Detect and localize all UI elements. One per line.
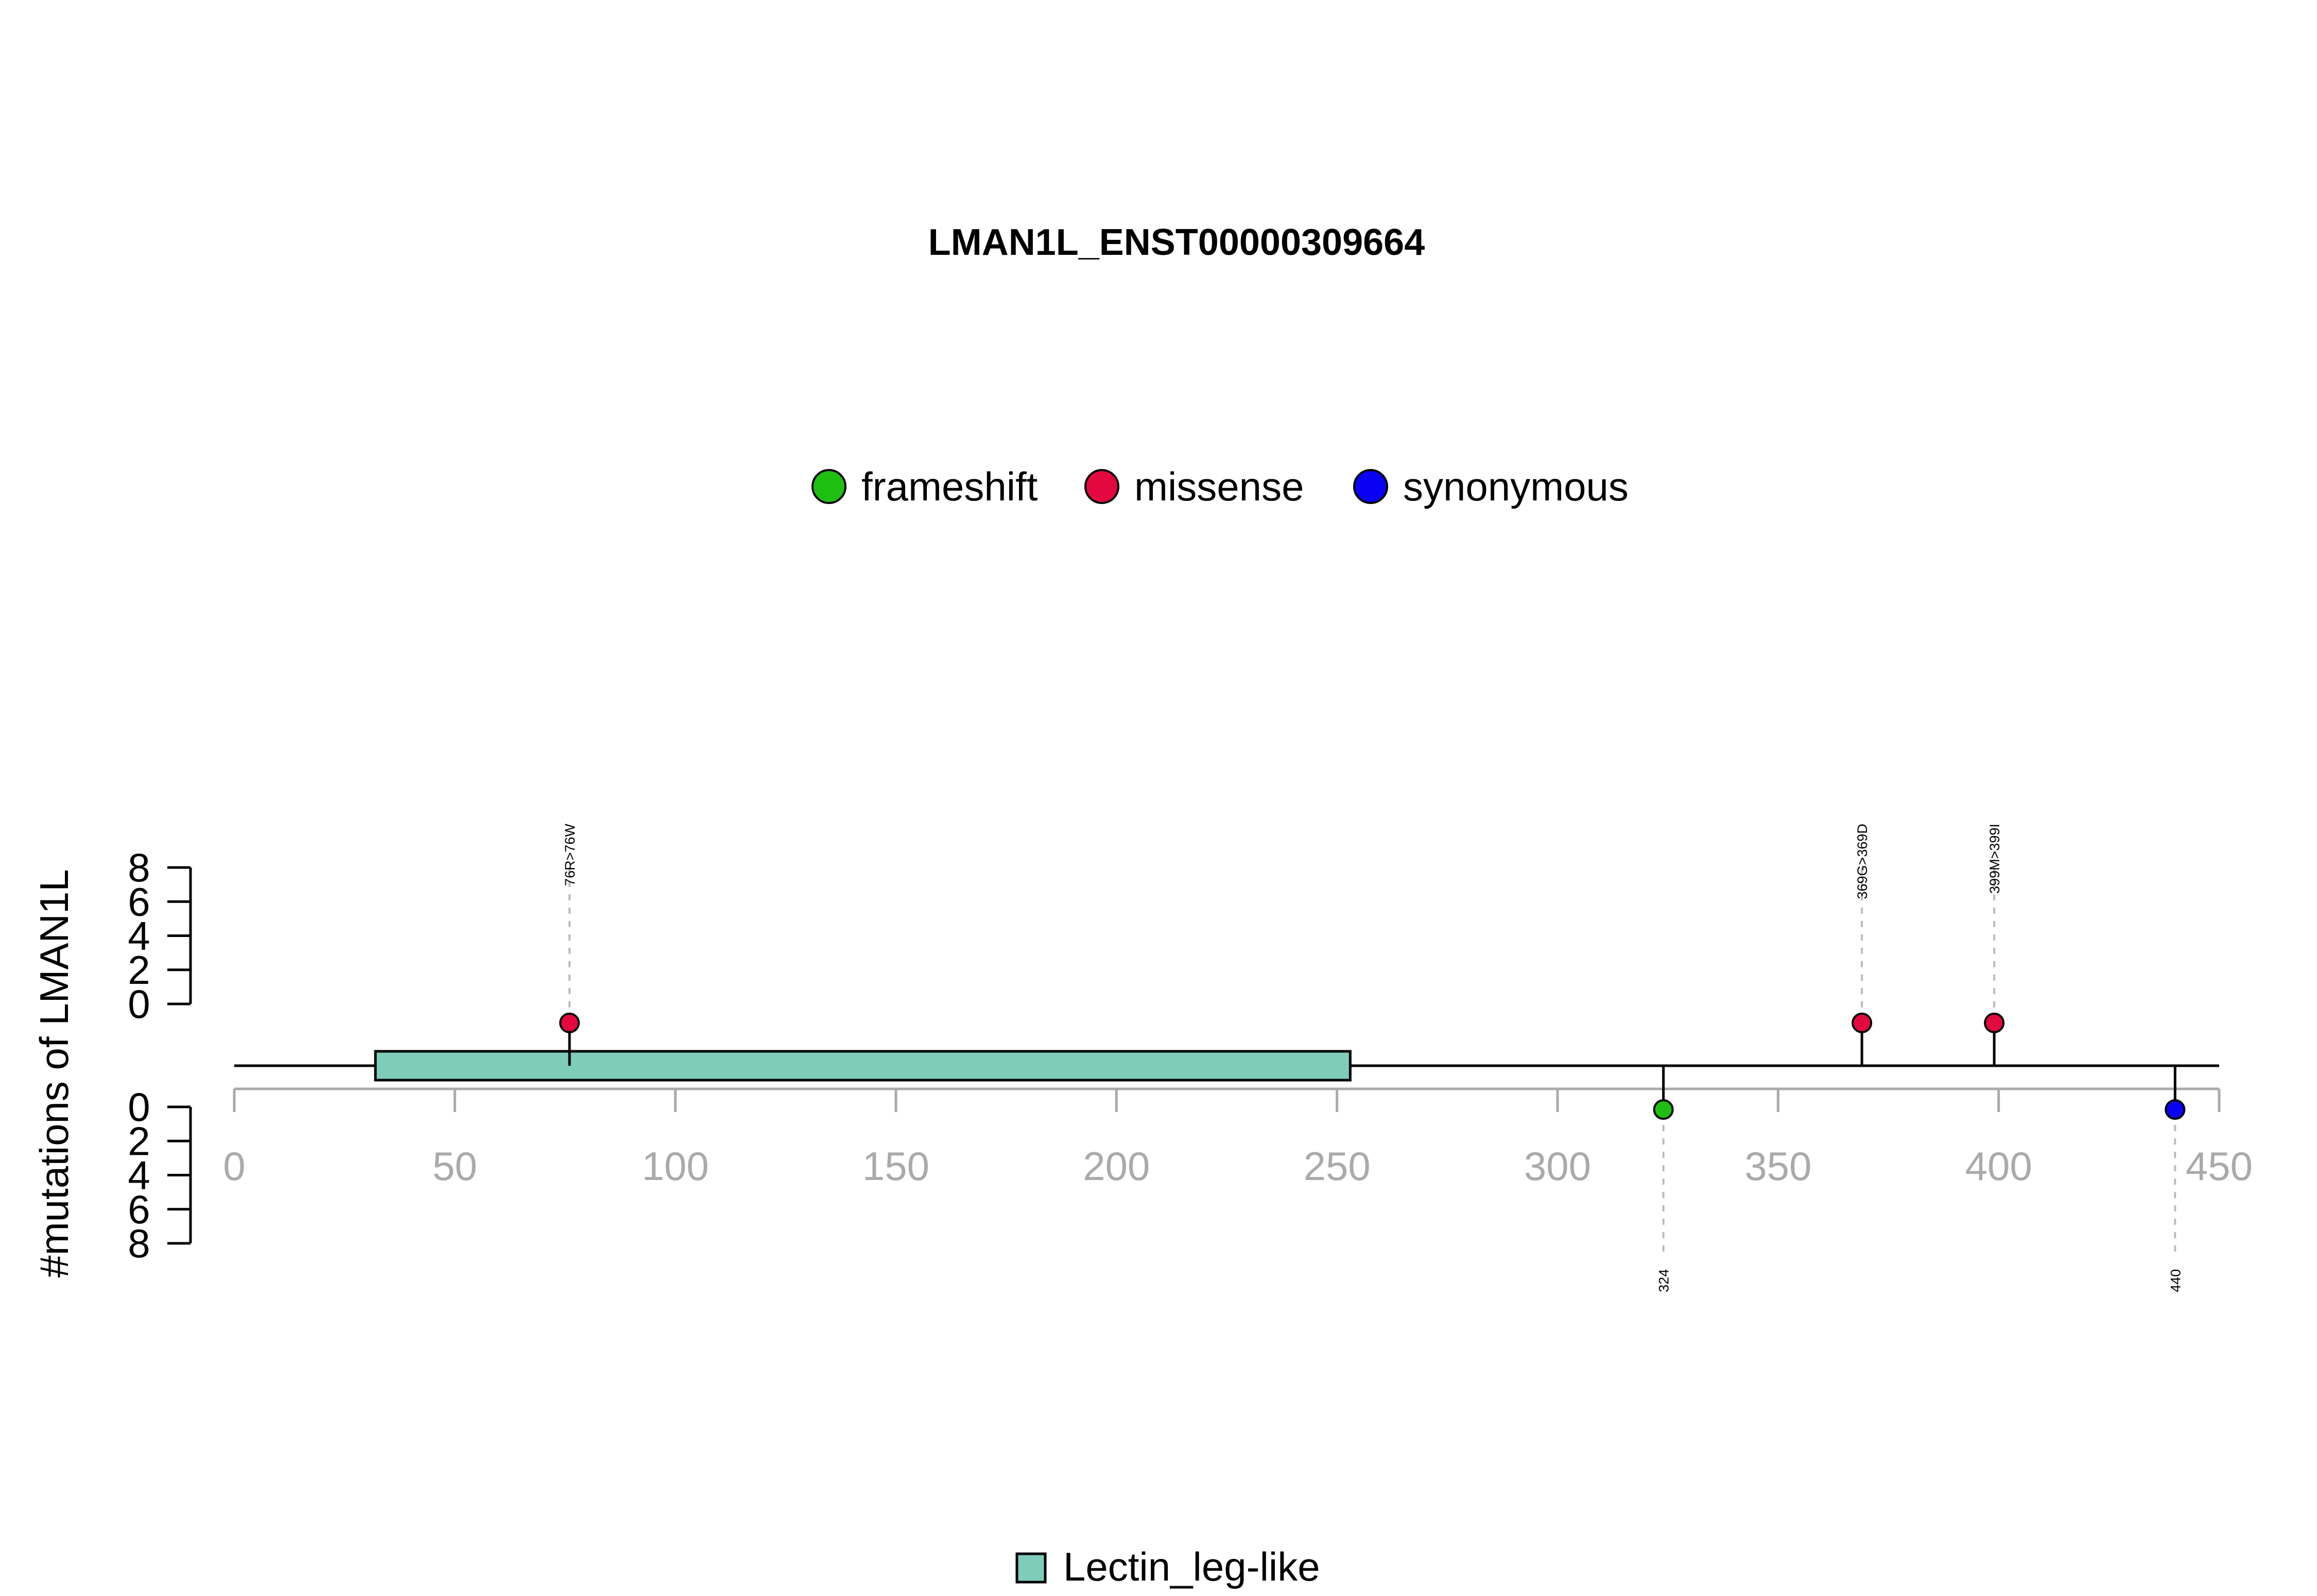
legend-item-frameshift: frameshift: [811, 464, 1038, 509]
chart-title: LMAN1L_ENST00000309664: [928, 222, 1425, 263]
x-tick-label-400: 400: [1965, 1143, 2032, 1189]
y-tick-label-bottom-4: 4: [128, 1153, 150, 1198]
y-tick-label-bottom-6: 6: [128, 1187, 150, 1232]
y-tick-label-top-0: 0: [128, 981, 150, 1027]
y-tick-label-top-4: 4: [128, 913, 150, 959]
mutation-399: 399M>399I: [1984, 824, 2005, 1066]
mutation-440: 440: [2165, 1066, 2186, 1292]
x-tick-label-150: 150: [862, 1143, 929, 1189]
mutation-label-76: 76R>76W: [562, 823, 578, 886]
mutation-76: 76R>76W: [559, 823, 580, 1066]
legend-item-missense: missense: [1084, 464, 1304, 509]
x-tick-label-200: 200: [1083, 1143, 1150, 1189]
mutation-label-369: 369G>369D: [1855, 824, 1870, 899]
mutation-type-legend: frameshift missense synonymous: [811, 464, 1629, 509]
y-axis-label: #mutations of LMAN1L: [31, 869, 77, 1277]
legend-label-frameshift: frameshift: [861, 464, 1038, 509]
domain-legend-label: Lectin_leg-like: [1063, 1544, 1320, 1589]
mutation-369: 369G>369D: [1852, 824, 1873, 1066]
domain-legend: Lectin_leg-like: [1015, 1544, 1320, 1589]
mutation-label-399: 399M>399I: [1987, 824, 2002, 894]
y-tick-label-bottom-8: 8: [128, 1221, 150, 1266]
x-tick-label-300: 300: [1524, 1143, 1591, 1189]
mutation-point-440: [2165, 1099, 2186, 1120]
mutation-label-324: 324: [1656, 1269, 1672, 1292]
y-tick-label-top-2: 2: [128, 947, 150, 993]
x-tick-label-450: 450: [2186, 1143, 2253, 1189]
x-axis: 0 50 100 150 200 250 300 350 400 450: [223, 1087, 2253, 1189]
y-tick-label-bottom-2: 2: [128, 1118, 150, 1164]
legend-marker-frameshift: [811, 469, 846, 504]
mutation-lollipops: 76R>76W 369G>369D 399M>399I 324 440: [559, 823, 2186, 1292]
mutation-324: 324: [1653, 1066, 1674, 1292]
x-tick-label-50: 50: [433, 1143, 477, 1189]
mutation-point-399: [1984, 1012, 2005, 1033]
legend-label-missense: missense: [1134, 464, 1304, 509]
legend-item-synonymous: synonymous: [1353, 464, 1629, 509]
mutation-point-76: [559, 1012, 580, 1033]
legend-marker-synonymous: [1353, 469, 1388, 504]
mutation-label-440: 440: [2168, 1269, 2183, 1292]
legend-marker-missense: [1084, 469, 1119, 504]
domain-legend-item-Lectin_leg-like: Lectin_leg-like: [1015, 1544, 1320, 1589]
x-tick-label-100: 100: [642, 1143, 709, 1189]
mutation-point-369: [1852, 1012, 1873, 1033]
x-tick-label-350: 350: [1744, 1143, 1811, 1189]
y-tick-label-bottom-0: 0: [128, 1084, 150, 1130]
x-tick-label-0: 0: [223, 1143, 245, 1189]
domain-Lectin_leg-like: [374, 1050, 1352, 1082]
x-tick-label-250: 250: [1304, 1143, 1371, 1189]
domain-track: [374, 1050, 1352, 1082]
legend-label-synonymous: synonymous: [1403, 464, 1629, 509]
y-tick-label-top-8: 8: [128, 845, 150, 890]
mutation-point-324: [1653, 1099, 1674, 1120]
y-tick-label-top-6: 6: [128, 879, 150, 924]
domain-legend-swatch: [1015, 1552, 1047, 1584]
